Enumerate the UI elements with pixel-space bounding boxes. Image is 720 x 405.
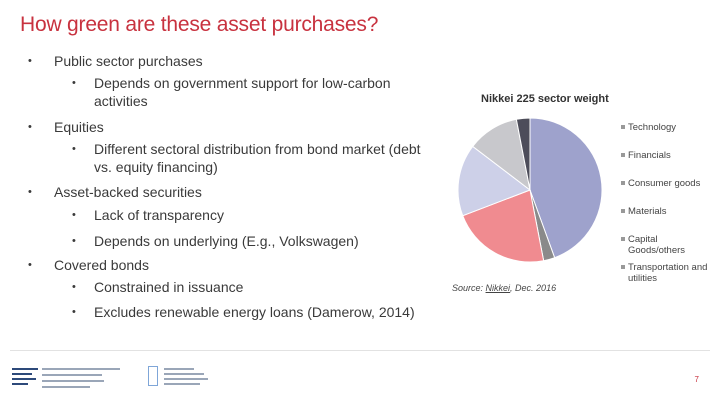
legend-label: Capital Goods/others — [628, 234, 686, 256]
bullet-text: Covered bonds — [54, 257, 149, 273]
bullet-text: Excludes renewable energy loans (Damerow… — [94, 304, 415, 320]
bullet-marker: • — [28, 121, 32, 133]
bullet-text: Asset-backed securities — [54, 184, 202, 200]
legend-swatch — [621, 209, 625, 213]
pie-slice-0 — [529, 117, 603, 259]
footer-divider — [10, 350, 710, 351]
legend-swatch — [621, 153, 625, 157]
bullet-marker: • — [72, 235, 76, 247]
slide-title: How green are these asset purchases? — [20, 13, 379, 36]
bullet-marker: • — [72, 281, 76, 293]
legend-label: Materials — [628, 206, 667, 217]
chart-title: Nikkei 225 sector weight — [481, 93, 609, 105]
source-note: Source: Nikkei, Dec. 2016 — [452, 283, 556, 293]
bullet-text: Depends on underlying (E.g., Volkswagen) — [94, 233, 359, 249]
institute-logo — [12, 364, 122, 388]
legend-swatch — [621, 237, 625, 241]
pie-chart — [457, 117, 603, 263]
bullet-marker: • — [28, 55, 32, 67]
pie-slice-3 — [457, 145, 532, 217]
bullet-text: Depends on government support for low-ca… — [94, 75, 391, 109]
legend-swatch — [621, 125, 625, 129]
source-prefix: Source: — [452, 283, 486, 293]
bullet-text: Equities — [54, 119, 104, 135]
source-link[interactable]: Nikkei — [485, 283, 511, 293]
legend-label: Technology — [628, 122, 677, 133]
page-number: 7 — [694, 375, 699, 384]
pie-slice-5 — [515, 117, 531, 191]
legend-label: Financials — [628, 150, 671, 161]
source-suffix: , Dec. 2016 — [510, 283, 557, 293]
bullet-text: Constrained in issuance — [94, 279, 244, 295]
legend-swatch — [621, 265, 625, 269]
legend-label: Transportation and utilities — [628, 262, 708, 284]
centre-logo — [148, 364, 228, 388]
legend-label: Consumer goods — [628, 178, 701, 189]
bullet-text: Different sectoral distribution from bon… — [94, 141, 421, 175]
bullet-marker: • — [72, 77, 76, 89]
bullet-marker: • — [72, 209, 76, 221]
bullet-text: Lack of transparency — [94, 207, 224, 223]
bullet-text: Public sector purchases — [54, 53, 203, 69]
legend-swatch — [621, 181, 625, 185]
centre-logo-mark — [148, 366, 158, 386]
bullet-marker: • — [72, 143, 76, 155]
institute-logo-mark — [12, 364, 38, 388]
bullet-marker: • — [28, 259, 32, 271]
bullet-marker: • — [72, 306, 76, 318]
bullet-marker: • — [28, 186, 32, 198]
